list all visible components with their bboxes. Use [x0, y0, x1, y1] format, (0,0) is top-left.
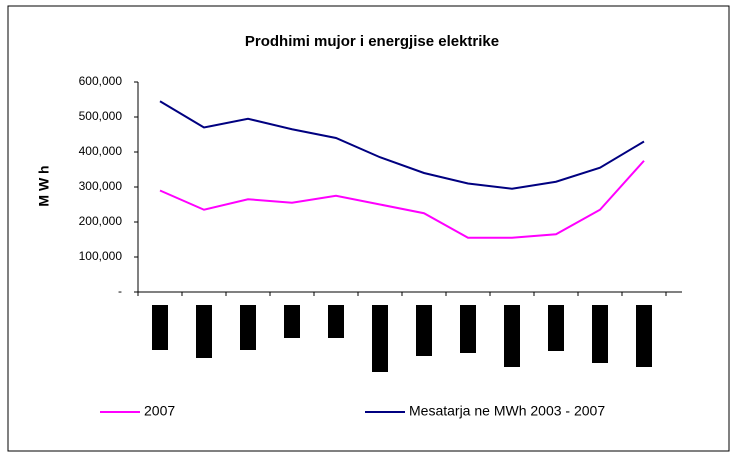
- y-tick-label: 600,000: [79, 74, 123, 88]
- y-axis-label: M W h: [36, 165, 52, 206]
- x-tick-label-block: [504, 305, 520, 367]
- line-series: [159, 160, 645, 239]
- y-tick-label: -: [118, 284, 122, 298]
- x-tick-label-block: [284, 305, 300, 338]
- y-tick-label: 100,000: [79, 249, 123, 263]
- x-tick-label-block: [196, 305, 212, 358]
- x-tick-label-block: [548, 305, 564, 351]
- y-tick-label: 200,000: [79, 214, 123, 228]
- y-tick-label: 500,000: [79, 109, 123, 123]
- x-tick-label-block: [636, 305, 652, 367]
- x-tick-label-block: [416, 305, 432, 356]
- x-tick-label-block: [240, 305, 256, 350]
- x-tick-label-block: [592, 305, 608, 363]
- chart-border: [7, 5, 730, 452]
- x-tick-label-block: [372, 305, 388, 372]
- x-tick-label-block: [328, 305, 344, 338]
- legend-label: Mesatarja ne MWh 2003 - 2007: [409, 403, 605, 419]
- chart-title: Prodhimi mujor i energjise elektrike: [245, 33, 499, 50]
- line-series: [159, 100, 645, 190]
- legend-label: 2007: [144, 403, 175, 419]
- y-tick-label: 300,000: [79, 179, 123, 193]
- x-tick-label-block: [460, 305, 476, 353]
- x-tick-label-block: [152, 305, 168, 350]
- y-tick-label: 400,000: [79, 144, 123, 158]
